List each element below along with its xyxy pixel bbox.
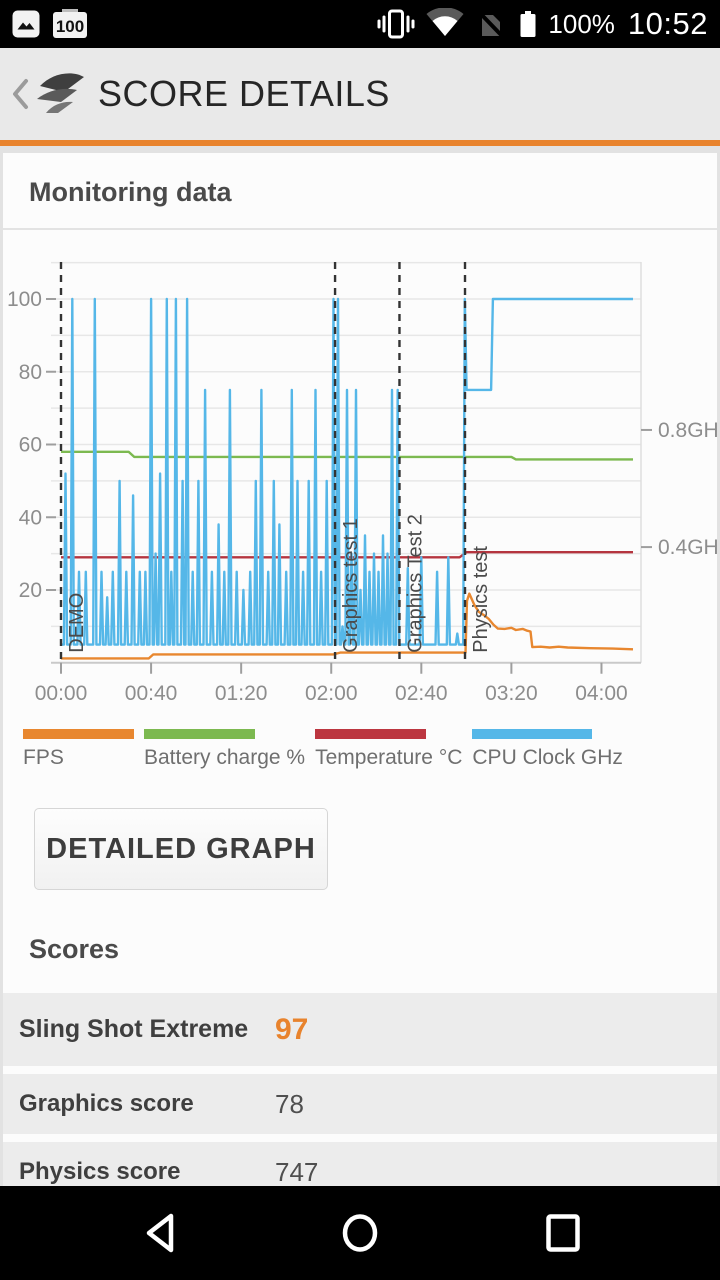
legend-swatch bbox=[23, 729, 134, 739]
score-value: 747 bbox=[275, 1156, 319, 1187]
scores-list: Sling Shot Extreme 97 Graphics score 78 Phys… bbox=[3, 993, 717, 1202]
monitoring-chart: 20 40 60 80 100 00:00 00:40 01:20 02:00 02:40 03:2… bbox=[7, 261, 720, 705]
score-label: Physics score bbox=[19, 1158, 181, 1185]
app-header: SCORE DETAILS bbox=[0, 48, 720, 140]
legend-label: Battery charge % bbox=[144, 746, 306, 769]
android-nav-bar bbox=[0, 1186, 720, 1280]
legend-item: Battery charge % bbox=[144, 729, 305, 770]
x-tick-label: 02:00 bbox=[305, 682, 358, 705]
no-sim-icon bbox=[476, 9, 506, 40]
wifi-icon bbox=[426, 8, 464, 36]
phase-label: DEMO bbox=[66, 593, 88, 653]
monitoring-title: Monitoring data bbox=[29, 177, 232, 207]
x-tick-label: 02:40 bbox=[395, 682, 448, 705]
series-battery-charge- bbox=[61, 450, 633, 461]
score-row: Graphics score 78 bbox=[3, 1074, 717, 1134]
battery-icon bbox=[520, 11, 536, 37]
page-title: SCORE DETAILS bbox=[98, 73, 390, 114]
nav-recents-icon[interactable] bbox=[544, 1212, 582, 1254]
score-label: Graphics score bbox=[19, 1090, 194, 1117]
badge-100: 100 bbox=[56, 17, 84, 36]
clock: 10:52 bbox=[627, 6, 708, 41]
legend-label: CPU Clock GHz bbox=[472, 746, 623, 769]
x-tick-label: 00:00 bbox=[35, 682, 88, 705]
nav-back-icon[interactable] bbox=[143, 1212, 177, 1254]
status-bar: 100 100% 10:52 bbox=[0, 0, 720, 48]
y-tick-label: 100 bbox=[7, 288, 42, 311]
y-tick-label: 40 bbox=[19, 506, 42, 529]
battery-level-notification-icon: 100 bbox=[53, 9, 87, 38]
y-tick-label: 20 bbox=[19, 579, 42, 602]
screenshot-icon bbox=[12, 10, 40, 38]
y-tick-label: 60 bbox=[19, 434, 42, 457]
series-fps bbox=[61, 592, 634, 660]
phase-label: Physics test bbox=[470, 546, 492, 653]
legend-item: CPU Clock GHz bbox=[472, 729, 623, 770]
legend-swatch bbox=[144, 729, 255, 739]
x-tick-label: 01:20 bbox=[215, 682, 268, 705]
x-tick-label: 03:20 bbox=[485, 682, 538, 705]
y-tick-label: 80 bbox=[19, 361, 42, 384]
divider bbox=[3, 228, 717, 230]
legend-label: FPS bbox=[23, 746, 64, 769]
chart-legend: FPS Battery charge % Temperature °C CPU Clo… bbox=[3, 715, 717, 770]
legend-label: Temperature °C bbox=[315, 746, 463, 769]
phase-label: Graphics Test 2 bbox=[404, 514, 426, 653]
legend-swatch bbox=[315, 729, 427, 739]
score-row: Sling Shot Extreme 97 bbox=[3, 993, 717, 1066]
nav-home-icon[interactable] bbox=[340, 1212, 380, 1254]
legend-item: FPS bbox=[23, 729, 134, 770]
scores-title: Scores bbox=[29, 934, 120, 964]
vibrate-icon bbox=[377, 9, 415, 39]
legend-swatch bbox=[472, 729, 593, 739]
legend-item: Temperature °C bbox=[315, 729, 462, 770]
x-tick-label: 00:40 bbox=[125, 682, 178, 705]
y-right-label: 0.8GHz bbox=[658, 419, 717, 442]
3dmark-logo-icon bbox=[37, 73, 84, 113]
score-value: 78 bbox=[275, 1088, 304, 1119]
phase-label: Graphics test 1 bbox=[340, 518, 362, 653]
score-value: 97 bbox=[275, 1012, 309, 1046]
x-tick-label: 04:00 bbox=[575, 682, 628, 705]
y-right-label: 0.4GHz bbox=[658, 536, 717, 559]
score-label: Sling Shot Extreme bbox=[19, 1015, 249, 1043]
battery-percent: 100% bbox=[548, 8, 615, 39]
monitoring-card: Monitoring data 20 40 60 80 100 00:00 00:40 01:… bbox=[3, 153, 720, 993]
back-chevron-icon[interactable] bbox=[10, 76, 34, 112]
detailed-graph-button[interactable]: DETAILED GRAPH bbox=[34, 808, 328, 890]
accent-bar bbox=[0, 140, 720, 146]
series-cpu-clock-ghz bbox=[61, 297, 633, 646]
